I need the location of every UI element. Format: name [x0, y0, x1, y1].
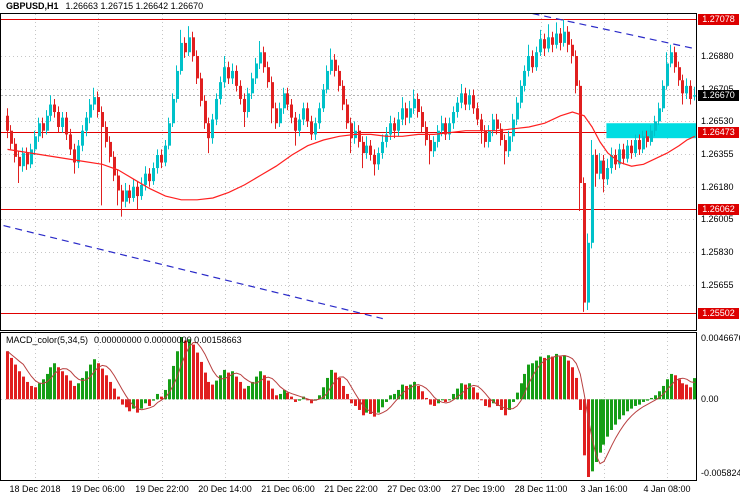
- price-level-label: 1.27078: [698, 14, 739, 25]
- time-axis-label: 4 Jan 08:00: [643, 484, 691, 494]
- time-axis-label: 3 Jan 16:00: [580, 484, 628, 494]
- time-axis-label: 27 Dec 19:00: [451, 484, 505, 494]
- time-axis-label: 21 Dec 22:00: [324, 484, 378, 494]
- symbol-period-label: GBPUSD,H1: [6, 1, 59, 11]
- price-axis-label: 1.25830: [701, 247, 734, 257]
- price-axis-label: 1.26530: [701, 116, 734, 126]
- macd-indicator-name: MACD_color(5,34,5): [6, 335, 89, 345]
- price-axis-label: 1.26005: [701, 214, 734, 224]
- time-scale[interactable]: 18 Dec 2018 19 Dec 06:00 19 Dec 22:00 20 De…: [0, 483, 740, 498]
- time-axis-label: 20 Dec 14:00: [198, 484, 252, 494]
- macd-axis-label-min: -0.0058240: [701, 468, 740, 478]
- price-axis-label: 1.26355: [701, 149, 734, 159]
- ohlc-values: 1.26663 1.26715 1.26642 1.26670: [65, 1, 204, 11]
- macd-indicator-values: 0.00000000 0.00000000 0.00158663: [94, 335, 242, 345]
- price-axis-label: 1.26705: [701, 84, 734, 94]
- macd-axis-label-max: 0.0046676: [701, 333, 740, 343]
- price-axis-label: 1.26880: [701, 51, 734, 61]
- time-axis-label: 18 Dec 2018: [9, 484, 61, 494]
- macd-indicator-title: MACD_color(5,34,5) 0.00000000 0.00000000 …: [6, 335, 242, 345]
- price-scale[interactable]: 1.26880 1.26705 1.26530 1.26355 1.26180 1.260…: [697, 0, 740, 480]
- chart-title: GBPUSD,H1 1.26663 1.26715 1.26642 1.26670: [6, 1, 203, 11]
- time-axis-label: 19 Dec 06:00: [71, 484, 125, 494]
- price-level-label: 1.26473: [698, 127, 739, 138]
- time-axis-label: 27 Dec 03:00: [387, 484, 441, 494]
- price-axis-label: 1.25655: [701, 280, 734, 290]
- price-axis-label: 1.26180: [701, 182, 734, 192]
- time-axis-label: 19 Dec 22:00: [135, 484, 189, 494]
- price-level-label: 1.25502: [698, 308, 739, 319]
- time-axis-label: 21 Dec 06:00: [261, 484, 315, 494]
- macd-axis-label-zero: 0.00: [701, 394, 719, 404]
- price-level-label: 1.26062: [698, 204, 739, 215]
- bid-price-label: 1.26670: [698, 90, 739, 101]
- time-axis-label: 28 Dec 11:00: [514, 484, 568, 494]
